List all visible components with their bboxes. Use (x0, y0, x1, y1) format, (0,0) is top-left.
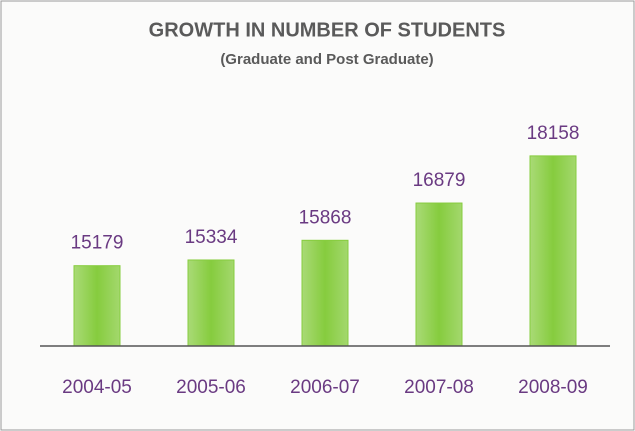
bar (415, 202, 463, 347)
data-label: 15334 (185, 227, 238, 248)
x-tick-label: 2005-06 (176, 377, 246, 398)
data-label: 15868 (299, 207, 352, 228)
bar (529, 155, 577, 347)
data-label: 15179 (71, 233, 124, 254)
bar (187, 259, 235, 347)
x-tick-label: 2008-09 (518, 377, 588, 398)
x-tick-label: 2007-08 (404, 377, 474, 398)
x-tick-label: 2006-07 (290, 377, 360, 398)
data-label: 16879 (413, 170, 466, 191)
chart-subtitle: (Graduate and Post Graduate) (220, 51, 433, 68)
x-tick-label: 2004-05 (62, 377, 132, 398)
chart-title: GROWTH IN NUMBER OF STUDENTS (149, 19, 506, 41)
data-label: 18158 (527, 123, 580, 144)
bar (73, 265, 121, 347)
bar (301, 239, 349, 347)
